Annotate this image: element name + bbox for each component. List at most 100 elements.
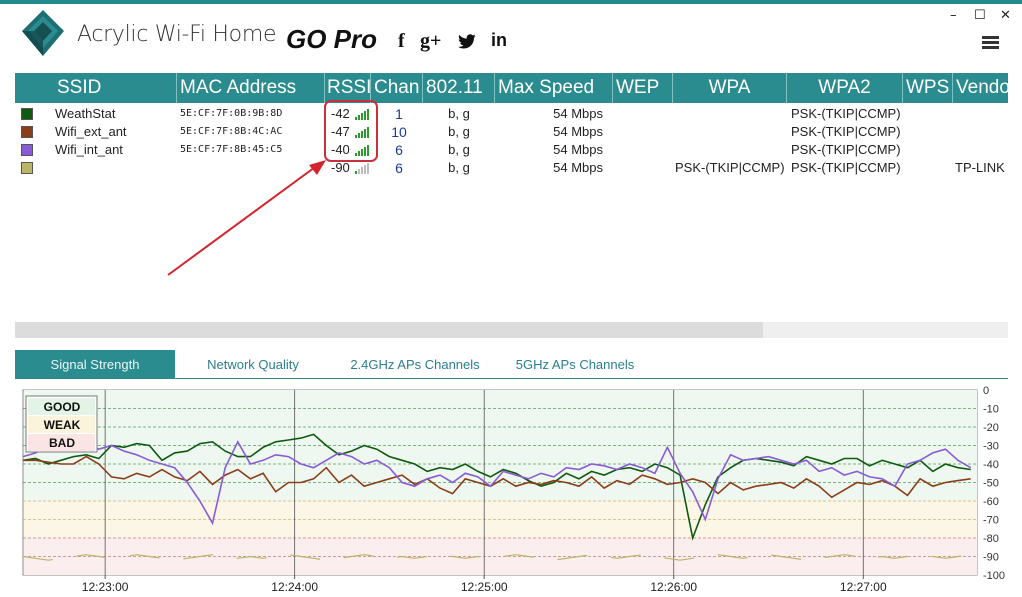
cell-rssi: -40 <box>331 142 350 157</box>
legend-label: WEAK <box>44 418 81 432</box>
chart-tab-bar: Signal Strength Network Quality 2.4GHz A… <box>15 350 1008 379</box>
legend-label: GOOD <box>44 400 81 414</box>
cell-wep <box>613 159 673 177</box>
column-wep[interactable]: WEP <box>613 73 673 103</box>
access-point-list: SSID MAC Address RSSI Chan 802.11 Max Sp… <box>15 73 1008 338</box>
tab-network-quality[interactable]: Network Quality <box>207 357 299 372</box>
column-80211[interactable]: 802.11 <box>423 73 495 103</box>
cell-std: b, g <box>448 106 470 121</box>
tab-5ghz-channels[interactable]: 5GHz APs Channels <box>515 357 635 372</box>
cell-wpa2: PSK-(TKIP|CCMP) <box>791 142 901 157</box>
column-wpa[interactable]: WPA <box>673 73 787 103</box>
cell-std: b, g <box>448 160 470 175</box>
maximize-button[interactable]: ☐ <box>974 8 986 23</box>
cell-mac <box>180 159 320 177</box>
cell-mac: 5E:CF:7F:0B:9B:8D <box>180 108 283 119</box>
column-rssi[interactable]: RSSI <box>325 73 371 103</box>
y-tick-label: 0 <box>983 385 989 397</box>
y-tick-label: -70 <box>983 515 999 527</box>
cell-wep <box>613 123 673 141</box>
column-vendor[interactable]: Vendor <box>956 77 1008 98</box>
signal-bars-icon <box>355 162 369 174</box>
y-tick-label: -80 <box>983 533 999 545</box>
y-tick-label: -40 <box>983 459 999 471</box>
tab-signal-strength[interactable]: Signal Strength <box>15 350 175 379</box>
cell-speed: 54 Mbps <box>553 160 603 175</box>
app-title: Acrylic Wi-Fi Home <box>77 22 277 47</box>
tab-24ghz-channels[interactable]: 2.4GHz APs Channels <box>350 357 480 372</box>
cell-chan: 1 <box>395 106 403 122</box>
cell-wep <box>613 105 673 123</box>
google-plus-icon[interactable]: g+ <box>420 30 442 52</box>
y-tick-label: -50 <box>983 478 999 490</box>
column-max-speed[interactable]: Max Speed <box>495 73 613 103</box>
series-color-swatch[interactable] <box>21 162 33 174</box>
cell-ssid: Wifi_ext_ant <box>55 124 127 139</box>
signal-bars-icon <box>355 108 369 120</box>
series-line <box>22 439 972 526</box>
cell-wpa <box>675 105 787 123</box>
rssi-highlight-annotation <box>324 100 378 162</box>
series-color-swatch[interactable] <box>21 108 33 120</box>
cell-vendor <box>955 123 1008 141</box>
facebook-icon[interactable]: f <box>398 30 405 52</box>
cell-vendor <box>955 141 1008 159</box>
minimize-button[interactable]: – <box>950 8 957 23</box>
cell-wpa: PSK-(TKIP|CCMP) <box>675 160 785 175</box>
column-wpa2[interactable]: WPA2 <box>787 73 903 103</box>
column-ssid[interactable]: SSID <box>15 73 177 103</box>
x-tick-label: 12:25:00 <box>461 580 508 594</box>
cell-std: b, g <box>448 124 470 139</box>
y-tick-label: -20 <box>983 422 999 434</box>
list-header: SSID MAC Address RSSI Chan 802.11 Max Sp… <box>15 73 1008 103</box>
column-wps[interactable]: WPS <box>903 73 953 103</box>
table-row[interactable]: 6 b, g 54 Mbps PSK-(TKIP|CCMP) PSK-(TKIP|CCM… <box>15 159 1008 177</box>
cell-wpa <box>675 123 787 141</box>
series-line <box>22 433 971 541</box>
horizontal-scrollbar-track[interactable] <box>763 322 1008 338</box>
table-row[interactable]: Wifi_ext_ant 5E:CF:7F:8B:4C:AC 10 b, g 54 Mb… <box>15 123 1008 141</box>
cell-wps <box>903 105 953 123</box>
cell-std: b, g <box>448 142 470 157</box>
cell-wpa2: PSK-(TKIP|CCMP) <box>791 160 901 175</box>
cell-mac: 5E:CF:7F:8B:4C:AC <box>180 126 283 137</box>
twitter-icon[interactable] <box>457 34 477 50</box>
series-color-swatch[interactable] <box>21 144 33 156</box>
cell-ssid: Wifi_int_ant <box>55 142 123 157</box>
go-pro-button[interactable]: GO Pro <box>286 24 378 54</box>
column-chan[interactable]: Chan <box>371 73 423 103</box>
cell-rssi: -42 <box>331 106 350 121</box>
y-tick-label: -90 <box>983 552 999 564</box>
table-row[interactable]: Wifi_int_ant 5E:CF:7F:8B:45:C5 6 b, g 54 Mbp… <box>15 141 1008 159</box>
x-tick-label: 12:23:00 <box>82 580 129 594</box>
linkedin-icon[interactable]: in <box>491 30 507 50</box>
x-tick-label: 12:24:00 <box>271 580 318 594</box>
cell-wpa <box>675 141 787 159</box>
series-color-swatch[interactable] <box>21 126 33 138</box>
cell-speed: 54 Mbps <box>553 124 603 139</box>
cell-ssid <box>55 159 175 177</box>
cell-wps <box>903 123 953 141</box>
cell-vendor: TP-LINK <box>955 160 1005 175</box>
cell-chan: 6 <box>395 160 403 176</box>
y-tick-label: -60 <box>983 496 999 508</box>
cell-vendor <box>955 105 1008 123</box>
column-mac-address[interactable]: MAC Address <box>177 73 325 103</box>
table-row[interactable]: WeathStat 5E:CF:7F:0B:9B:8D 1 b, g 54 Mbps PS… <box>15 105 1008 123</box>
cell-rssi: -47 <box>331 124 350 139</box>
cell-wep <box>613 141 673 159</box>
series-line <box>23 455 971 499</box>
cell-wpa2: PSK-(TKIP|CCMP) <box>791 106 901 121</box>
cell-wps <box>903 159 953 177</box>
close-button[interactable]: ✕ <box>1000 8 1011 23</box>
menu-icon[interactable] <box>982 36 999 49</box>
cell-chan: 6 <box>395 142 403 158</box>
signal-bars-icon <box>355 144 369 156</box>
cell-rssi: -90 <box>331 160 350 175</box>
horizontal-scrollbar-thumb[interactable] <box>15 322 763 338</box>
signal-strength-chart: 0 -10 -20 -30 -40 -50 -60 -70 -80 -90 -100 12:23:00… <box>22 385 1005 594</box>
window-top-accent <box>0 0 1022 4</box>
x-tick-label: 12:27:00 <box>840 580 887 594</box>
legend-swatch <box>28 434 95 451</box>
